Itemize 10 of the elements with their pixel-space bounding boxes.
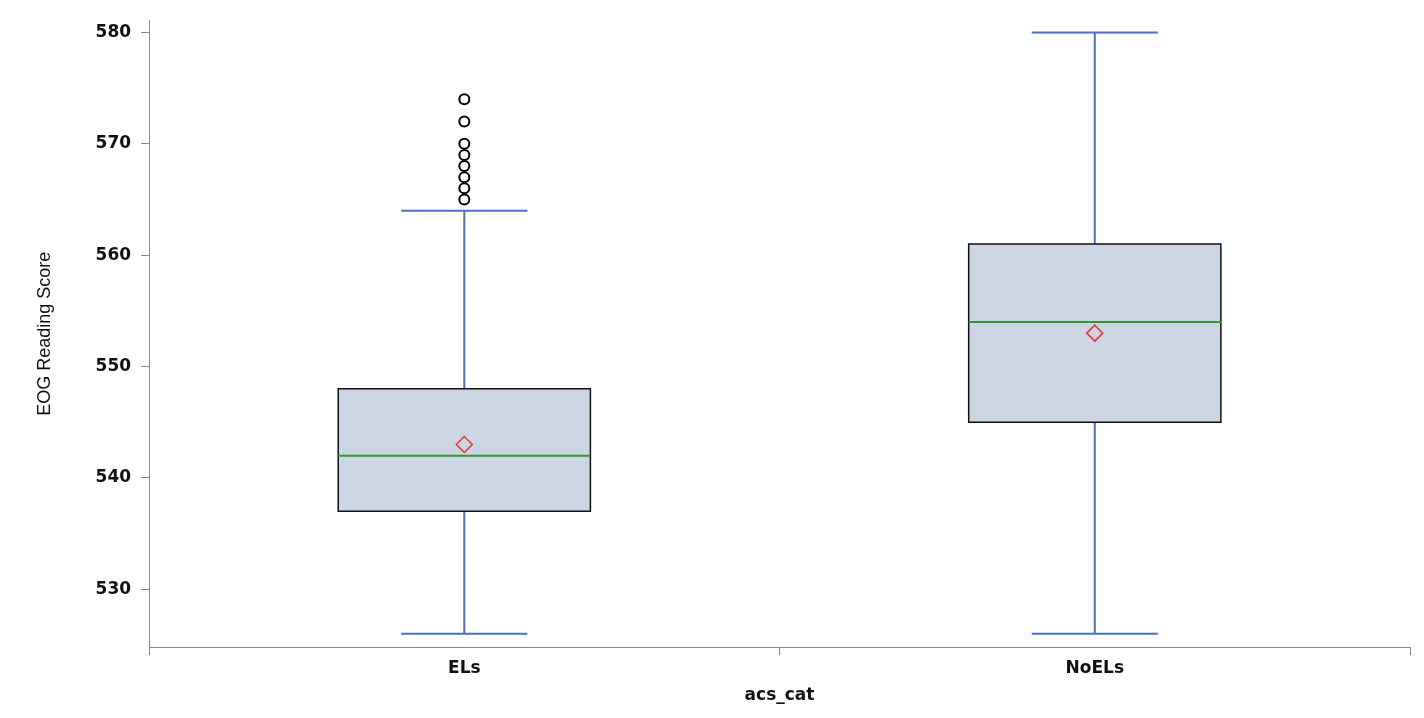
y-tick-label: 580 (95, 20, 132, 41)
x-axis-title: acs_cat (744, 684, 815, 705)
x-tick-label: NoELs (1065, 656, 1125, 677)
x-tick-label: ELs (448, 656, 481, 677)
y-axis-title: EOG Reading Score (33, 251, 54, 416)
y-tick-label: 530 (95, 577, 132, 598)
y-tick-label: 570 (95, 132, 132, 153)
y-tick-label: 550 (95, 354, 132, 375)
y-tick-label: 560 (95, 243, 132, 264)
y-tick-label: 540 (95, 466, 132, 487)
